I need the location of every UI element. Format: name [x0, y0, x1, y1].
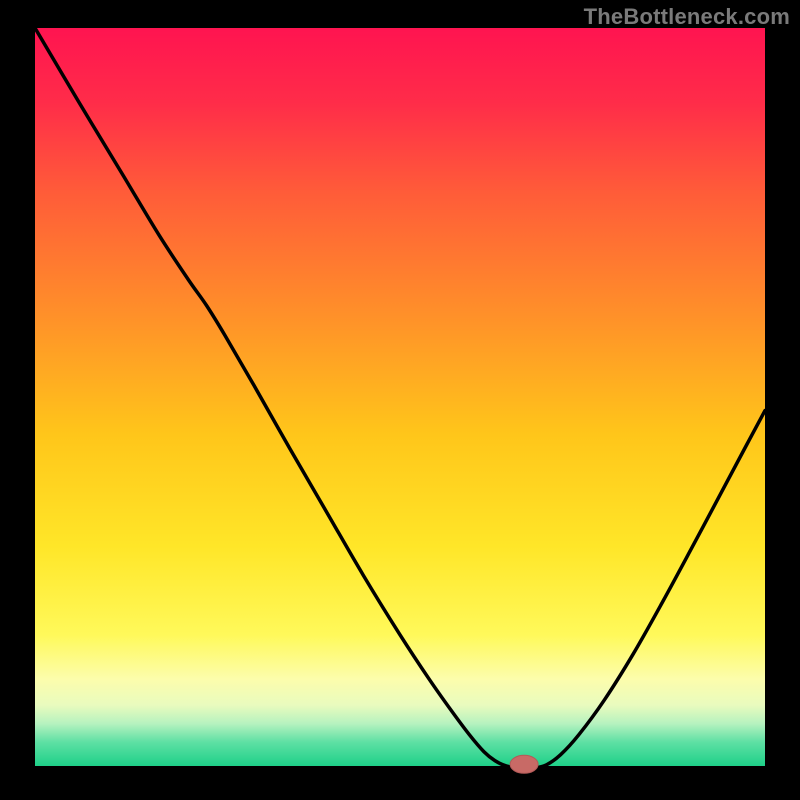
watermark-text: TheBottleneck.com [584, 4, 790, 30]
optimal-point-marker [510, 755, 538, 773]
plot-background [35, 28, 765, 768]
chart-svg [0, 0, 800, 800]
bottleneck-chart: TheBottleneck.com [0, 0, 800, 800]
